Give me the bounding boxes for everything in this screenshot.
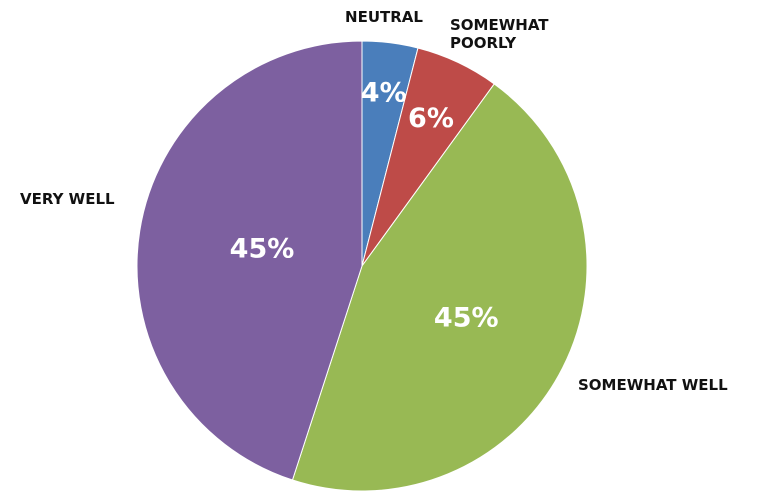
percentage-labels: 4%6% 45% 45%	[230, 78, 499, 334]
category-label-somewhat-well: SOMEWHAT WELL	[578, 376, 728, 394]
pie-slice-very-well	[136, 40, 363, 481]
pie-slice-somewhat-well	[291, 83, 588, 492]
pie-slices	[136, 40, 588, 492]
pct-label-somewhat-well: 45%	[434, 303, 499, 334]
category-label-very-well: VERY WELL	[20, 190, 115, 208]
pct-label-very-well: 45%	[230, 234, 295, 265]
category-labels: NEUTRAL SOMEWHAT POORLY SOMEWHAT WELL VERY W…	[20, 8, 728, 394]
category-label-neutral: NEUTRAL	[345, 8, 423, 26]
pct-label-neutral: 4%	[361, 78, 407, 109]
pct-label-somewhat-poorly: 6%	[408, 103, 454, 134]
category-label-somewhat-poorly: SOMEWHAT POORLY	[450, 16, 549, 52]
